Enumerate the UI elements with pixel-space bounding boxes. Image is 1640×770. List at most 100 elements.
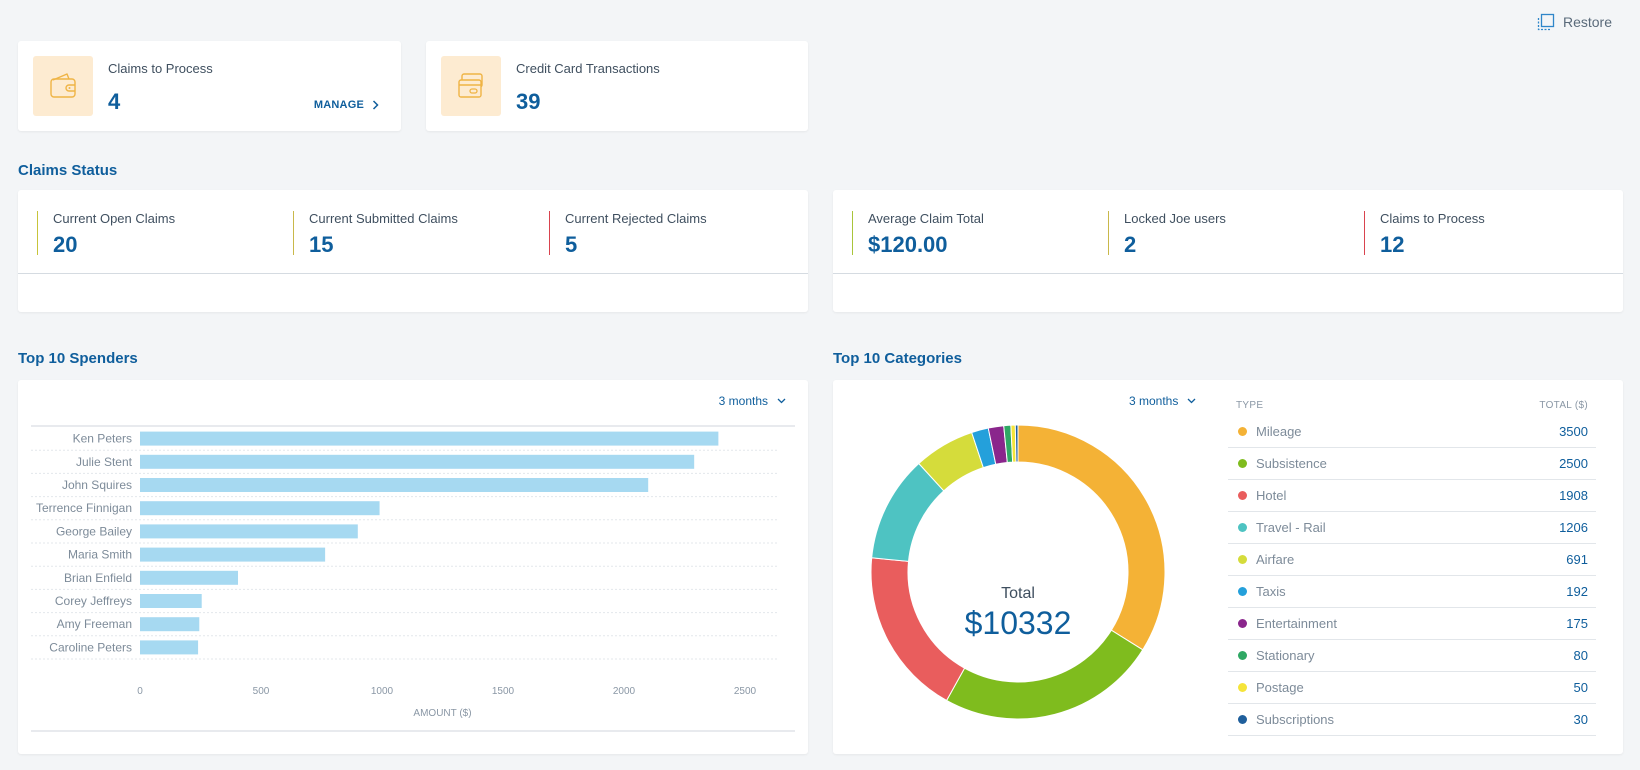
x-tick-label: 500 (253, 686, 270, 697)
category-name: Stationary (1256, 648, 1315, 663)
category-row: Stationary 80 (1228, 640, 1596, 672)
category-type: Stationary (1238, 648, 1315, 663)
claims-to-process-card: Claims to Process 4 MANAGE (18, 41, 401, 131)
bar[interactable] (140, 454, 695, 469)
stat-label: Locked Joe users (1124, 211, 1226, 226)
bar[interactable] (140, 501, 380, 516)
bar-label: Brian Enfield (64, 571, 132, 585)
top-categories-card: 3 months Total $10332 TYPE TOTAL ($) Mil… (833, 380, 1623, 754)
category-name: Entertainment (1256, 616, 1337, 631)
category-row: Airfare 691 (1228, 544, 1596, 576)
divider (18, 273, 808, 274)
chevron-down-icon (1187, 398, 1196, 404)
legend-dot (1238, 459, 1247, 468)
category-name: Airfare (1256, 552, 1295, 567)
category-row: Taxis 192 (1228, 576, 1596, 608)
manage-button[interactable]: MANAGE (314, 99, 379, 111)
category-name: Postage (1256, 680, 1304, 695)
donut-slice[interactable] (1014, 424, 1019, 463)
legend-dot (1238, 523, 1247, 532)
category-type: Taxis (1238, 584, 1286, 599)
bar-label: Terrence Finnigan (36, 501, 132, 515)
category-total: 30 (1573, 712, 1588, 727)
category-type: Subsistence (1238, 456, 1327, 471)
stat-open-claims: Current Open Claims 20 (37, 211, 176, 257)
bar[interactable] (140, 640, 199, 655)
categories-table-header: TYPE TOTAL ($) (1228, 394, 1596, 416)
category-total: 175 (1566, 616, 1588, 631)
legend-dot (1238, 427, 1247, 436)
donut-total-value: $10332 (965, 605, 1072, 641)
category-total: 691 (1566, 552, 1588, 567)
donut-slice[interactable] (870, 557, 966, 702)
donut-slice[interactable] (945, 629, 1144, 720)
chevron-down-icon (777, 398, 786, 404)
legend-dot (1238, 651, 1247, 660)
category-row: Travel - Rail 1206 (1228, 512, 1596, 544)
category-total: 80 (1573, 648, 1588, 663)
claims-to-process-value: 4 (108, 89, 121, 114)
categories-table-body: Mileage 3500 Subsistence 2500 Hotel 1908 Trave… (1228, 416, 1596, 736)
legend-dot (1238, 555, 1247, 564)
category-type: Hotel (1238, 488, 1286, 503)
claims-status-right-card: Average Claim Total $120.00 Locked Joe u… (833, 190, 1623, 312)
bar[interactable] (140, 617, 200, 632)
bar[interactable] (140, 547, 326, 562)
wallet-icon (50, 73, 76, 98)
stat-value: 5 (565, 232, 578, 257)
credit-card-icon-box (441, 56, 501, 116)
credit-card-transactions-value: 39 (516, 89, 541, 114)
bar-label: Maria Smith (68, 548, 132, 562)
bar[interactable] (140, 431, 719, 446)
spenders-bar-chart: Ken Peters Julie Stent John Squires Terrenc… (31, 425, 795, 732)
category-type: Postage (1238, 680, 1304, 695)
credit-card-transactions-card: Credit Card Transactions 39 (426, 41, 808, 131)
category-row: Entertainment 175 (1228, 608, 1596, 640)
col-total: TOTAL ($) (1539, 399, 1588, 411)
x-tick-label: 1000 (371, 686, 394, 697)
stat-rejected-claims: Current Rejected Claims 5 (549, 211, 707, 257)
stat-average-claim-total: Average Claim Total $120.00 (852, 211, 984, 257)
bar[interactable] (140, 524, 358, 539)
categories-table: TYPE TOTAL ($) Mileage 3500 Subsistence 250… (1228, 394, 1596, 736)
category-type: Entertainment (1238, 616, 1337, 631)
top-categories-title: Top 10 Categories (833, 350, 962, 367)
category-row: Mileage 3500 (1228, 416, 1596, 448)
stat-label: Current Open Claims (53, 211, 176, 226)
category-row: Postage 50 (1228, 672, 1596, 704)
x-tick-label: 0 (137, 686, 143, 697)
bar[interactable] (140, 570, 239, 585)
col-type: TYPE (1236, 399, 1264, 411)
spenders-period-dropdown[interactable]: 3 months (719, 394, 786, 408)
x-tick-label: 2000 (613, 686, 636, 697)
category-total: 2500 (1559, 456, 1588, 471)
legend-dot (1238, 491, 1247, 500)
bar-label: John Squires (62, 478, 132, 492)
spenders-period-label: 3 months (718, 394, 768, 408)
top-spenders-card: 3 months Ken Peters Julie Stent John Squir… (18, 380, 808, 754)
category-total: 1908 (1559, 488, 1588, 503)
stat-label: Average Claim Total (868, 211, 984, 226)
claims-status-left-card: Current Open Claims 20 Current Submitted… (18, 190, 808, 312)
bar-label: Amy Freeman (57, 617, 132, 631)
category-total: 1206 (1559, 520, 1588, 535)
category-total: 192 (1566, 584, 1588, 599)
category-name: Hotel (1256, 488, 1287, 503)
bar[interactable] (140, 478, 649, 492)
category-type: Travel - Rail (1238, 520, 1326, 535)
category-name: Taxis (1256, 584, 1286, 599)
stat-value: $120.00 (868, 232, 948, 257)
stat-label: Current Rejected Claims (565, 211, 707, 226)
stat-value: 2 (1124, 232, 1137, 257)
stat-value: 20 (53, 232, 78, 257)
bar[interactable] (140, 594, 202, 608)
x-tick-label: 2500 (734, 686, 757, 697)
divider (833, 273, 1623, 274)
stat-value: 12 (1380, 232, 1405, 257)
credit-card-transactions-label: Credit Card Transactions (516, 61, 660, 76)
x-tick-label: 1500 (492, 686, 515, 697)
categories-period-dropdown[interactable]: 3 months (1129, 394, 1196, 408)
restore-window-icon (1537, 13, 1555, 31)
credit-card-icon (458, 73, 483, 98)
restore-button[interactable]: Restore (1537, 13, 1612, 31)
